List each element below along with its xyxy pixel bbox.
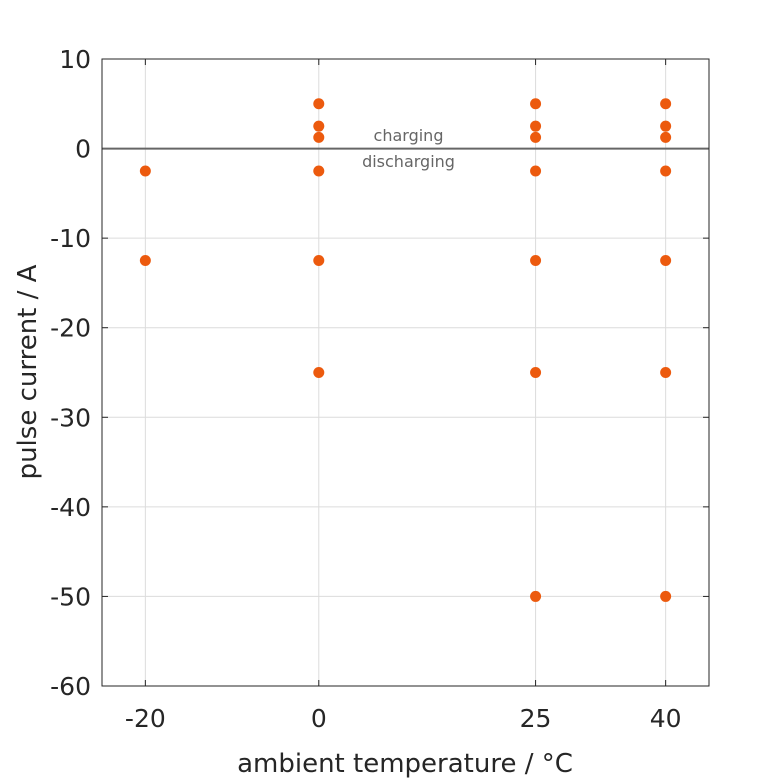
y-tick-label: -50: [50, 582, 91, 611]
y-tick-label: 0: [75, 135, 91, 164]
data-points: [139, 98, 672, 602]
data-point: [313, 120, 325, 132]
x-tick-label: 40: [650, 704, 682, 733]
data-point: [313, 98, 325, 110]
y-axis-label: pulse current / A: [13, 264, 43, 479]
data-point: [139, 165, 151, 177]
annotation-charging: charging: [374, 126, 444, 145]
x-tick-label: 25: [520, 704, 552, 733]
y-tick-label: 10: [59, 45, 91, 74]
annotation-discharging: discharging: [362, 152, 455, 171]
y-tick-label: -60: [50, 672, 91, 701]
plot-frame: [101, 58, 710, 687]
data-point: [530, 367, 542, 378]
data-point: [313, 367, 325, 378]
data-point: [530, 590, 542, 602]
data-point: [660, 98, 672, 110]
y-tick-label: -20: [50, 314, 91, 343]
data-point: [530, 131, 542, 143]
y-tick-label: -30: [50, 403, 91, 432]
data-point: [313, 255, 325, 267]
data-point: [530, 98, 542, 110]
y-tick-label: -10: [50, 224, 91, 253]
data-point: [530, 255, 542, 267]
data-point: [530, 165, 542, 177]
data-point: [660, 120, 672, 132]
data-point: [660, 367, 672, 378]
data-point: [530, 120, 542, 132]
data-point: [660, 131, 672, 143]
x-tick-label: 0: [311, 704, 327, 733]
data-point: [660, 590, 672, 602]
data-point: [660, 255, 672, 267]
x-axis-label: ambient temperature / °C: [237, 749, 573, 779]
data-point: [313, 131, 325, 143]
tick-labels: -20 0 25 40 10 0 -10 -20 -30 -40 -50 -60: [50, 45, 681, 733]
data-point: [139, 255, 151, 267]
annotations: charging discharging: [362, 126, 455, 171]
y-tick-label: -40: [50, 493, 91, 522]
x-tick-label: -20: [125, 704, 166, 733]
data-point: [313, 165, 325, 177]
data-point: [660, 165, 672, 177]
